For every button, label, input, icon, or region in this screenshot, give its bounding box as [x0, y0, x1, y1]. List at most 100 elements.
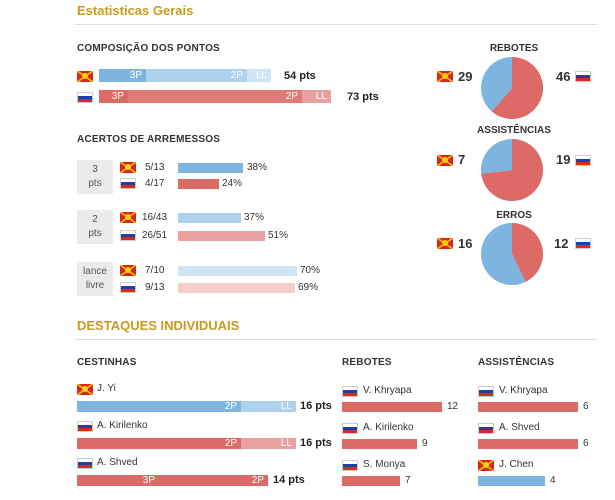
russia-flag-icon — [342, 386, 358, 397]
macedonia-flag-icon — [120, 212, 136, 223]
russia-ft-bar — [178, 283, 295, 293]
russia-flag-icon — [120, 230, 136, 241]
macedonia-flag-icon — [437, 71, 453, 82]
macedonia-two-pct: 37% — [244, 212, 265, 223]
top-rebounders-heading: REBOTES — [342, 357, 392, 368]
player-stat-bar — [342, 476, 400, 486]
russia-three-pct: 24% — [222, 178, 243, 189]
player-name: A. Shved — [499, 422, 540, 433]
turnovers-pie — [481, 223, 543, 285]
russia-flag-icon — [575, 71, 591, 82]
player-points-bar: 3P 2P — [77, 475, 268, 486]
player-stat-value: 7 — [405, 475, 411, 486]
player-points-bar: 2P LL — [77, 438, 296, 449]
russia-pie-slice — [512, 223, 543, 282]
player-points-total: 16 pts — [300, 437, 332, 449]
segment-label: LL — [280, 438, 292, 449]
macedonia-flag-icon — [437, 238, 453, 249]
player-name: J. Chen — [499, 459, 534, 470]
russia-ll-segment: LL — [302, 90, 331, 103]
russia-rebounds: 46 — [556, 69, 571, 84]
macedonia-three-bar — [178, 163, 243, 173]
player-name: V. Khryapa — [499, 385, 548, 396]
rebounds-pie — [481, 57, 543, 119]
player-stat-value: 6 — [583, 438, 589, 449]
top-scorers-heading: CESTINHAS — [77, 357, 137, 368]
player-points-segment: 3P — [77, 475, 159, 486]
player-points-bar: 2P LL — [77, 401, 296, 412]
rebounds-heading: REBOTES — [489, 43, 539, 54]
russia-flag-icon — [77, 458, 93, 469]
macedonia-points-total: 54 pts — [284, 70, 316, 82]
player-stat-value: 6 — [583, 401, 589, 412]
segment-label: 2P — [224, 401, 237, 412]
macedonia-points-bar: 3P 2P LL — [99, 69, 271, 82]
russia-ft-pct: 69% — [298, 282, 319, 293]
russia-three-made: 4/17 — [145, 178, 165, 189]
two-pointers-label: 2 pts — [77, 210, 113, 244]
macedonia-ll-segment: LL — [247, 69, 271, 82]
shot-type-line: lance — [83, 266, 107, 277]
russia-flag-icon — [77, 421, 93, 432]
russia-two-made: 26/51 — [142, 230, 168, 241]
macedonia-turnovers: 16 — [458, 236, 473, 251]
shooting-heading: ACERTOS DE ARREMESSOS — [77, 134, 221, 145]
russia-flag-icon — [342, 423, 358, 434]
player-points-segment: LL — [241, 438, 296, 449]
individual-highlights-title: DESTAQUES INDIVIDUAIS — [77, 318, 240, 333]
macedonia-flag-icon — [437, 155, 453, 166]
russia-flag-icon — [575, 155, 591, 166]
general-stats-divider — [75, 24, 597, 25]
macedonia-ft-bar — [178, 266, 297, 276]
player-name: A. Kirilenko — [97, 420, 148, 431]
macedonia-flag-icon — [478, 460, 494, 471]
player-points-segment: 2P — [77, 401, 241, 412]
russia-two-pct: 51% — [268, 230, 289, 241]
turnovers-heading: ERROS — [496, 210, 532, 221]
macedonia-two-bar — [178, 213, 241, 223]
segment-label: 2P — [251, 475, 264, 486]
macedonia-2p-segment: 2P — [146, 69, 247, 82]
segment-label: 3P — [111, 91, 124, 102]
macedonia-pie-slice — [481, 223, 526, 285]
russia-two-bar — [178, 231, 265, 241]
player-stat-bar — [342, 439, 417, 449]
macedonia-flag-icon — [120, 265, 136, 276]
russia-flag-icon — [120, 282, 136, 293]
shot-type-line: 3 — [92, 164, 98, 175]
russia-turnovers: 12 — [554, 236, 569, 251]
player-stat-bar — [478, 439, 578, 449]
shot-type-line: livre — [85, 280, 105, 291]
russia-flag-icon — [120, 178, 136, 189]
russia-pie-slice — [481, 139, 543, 201]
russia-2p-segment: 2P — [128, 90, 302, 103]
player-points-segment: LL — [241, 401, 296, 412]
macedonia-rebounds: 29 — [458, 69, 473, 84]
macedonia-3p-segment: 3P — [99, 69, 146, 82]
segment-label: 2P — [230, 70, 243, 81]
assists-heading: ASSISTÊNCIAS — [477, 125, 551, 136]
macedonia-flag-icon — [120, 162, 136, 173]
macedonia-ft-made: 7/10 — [145, 265, 165, 276]
player-stat-value: 9 — [422, 438, 428, 449]
segment-label: 3P — [142, 475, 155, 486]
player-stat-value: 4 — [550, 475, 556, 486]
player-name: J. Yi — [97, 383, 116, 394]
player-stat-bar — [342, 402, 442, 412]
segment-label: 3P — [129, 70, 142, 81]
macedonia-pie-slice — [481, 57, 512, 112]
russia-pie-slice — [491, 57, 543, 119]
player-name: S. Monya — [363, 459, 406, 470]
segment-label: 2P — [285, 91, 298, 102]
russia-3p-segment: 3P — [99, 90, 128, 103]
points-composition-heading: COMPOSIÇÃO DOS PONTOS — [77, 43, 220, 54]
player-points-segment: 2P — [77, 438, 241, 449]
player-name: V. Khryapa — [363, 385, 412, 396]
shot-type-line: pts — [88, 178, 102, 189]
general-stats-title: Estatisticas Gerais — [77, 3, 194, 18]
macedonia-flag-icon — [77, 384, 93, 395]
russia-flag-icon — [77, 92, 93, 103]
macedonia-two-made: 16/43 — [142, 212, 168, 223]
russia-points-bar: 3P 2P LL — [99, 90, 331, 103]
individual-highlights-divider — [75, 339, 597, 340]
